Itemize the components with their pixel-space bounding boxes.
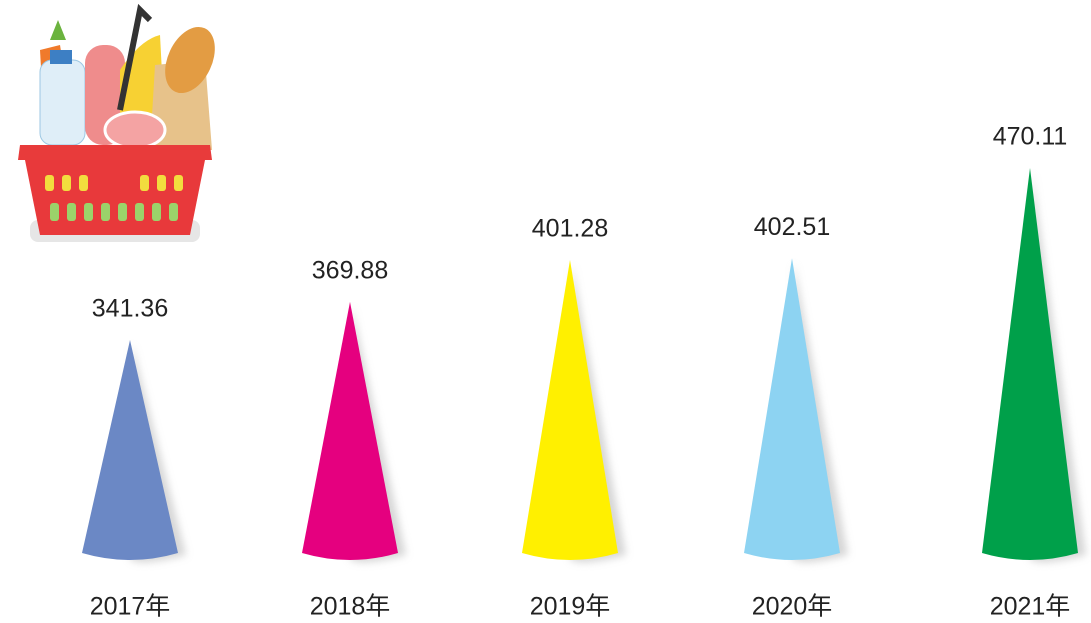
cone — [82, 340, 178, 560]
x-tick-label: 2017年 — [90, 593, 171, 621]
cone — [744, 258, 840, 560]
value-label: 401.28 — [532, 215, 608, 243]
x-tick-label: 2020年 — [752, 593, 833, 621]
x-tick-label: 2019年 — [530, 593, 611, 621]
value-label: 369.88 — [312, 257, 388, 285]
value-label: 341.36 — [92, 295, 168, 323]
value-label: 402.51 — [754, 213, 830, 241]
cone — [982, 168, 1078, 560]
value-label: 470.11 — [993, 123, 1068, 151]
cone — [302, 301, 398, 560]
x-tick-label: 2018年 — [310, 593, 391, 621]
x-tick-label: 2021年 — [990, 593, 1071, 621]
cone — [522, 259, 618, 560]
basket-illustration — [18, 3, 215, 242]
